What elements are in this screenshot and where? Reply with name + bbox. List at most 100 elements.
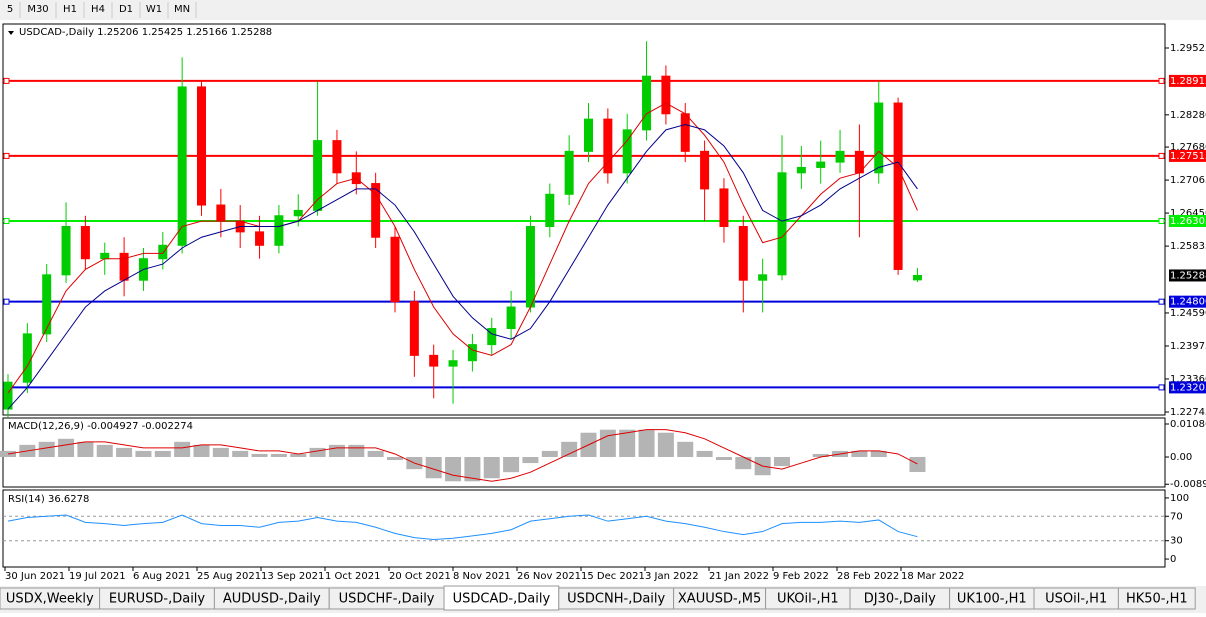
macd-bar	[812, 453, 829, 458]
tab-label[interactable]: DJ30-,Daily	[864, 592, 936, 607]
candle-body	[525, 226, 535, 308]
moving-average-slow	[7, 123, 918, 410]
quote-close: 1.25288	[231, 27, 272, 38]
tab-label[interactable]: USDCNH-,Daily	[567, 592, 665, 607]
dropdown-icon	[8, 31, 14, 35]
candle-body	[622, 129, 632, 174]
macd-bar	[851, 450, 868, 458]
x-tick-label: 28 Feb 2022	[837, 571, 899, 582]
tab-label[interactable]: UKOil-,H1	[777, 592, 839, 607]
macd-bar	[735, 457, 752, 470]
candle-body	[719, 188, 729, 228]
level-handle	[3, 77, 10, 84]
macd-bar	[232, 450, 249, 458]
timeframe-button[interactable]: H1	[63, 4, 77, 15]
macd-bar	[328, 444, 345, 458]
x-tick-label: 1 Oct 2021	[325, 571, 380, 582]
level-label-box	[1169, 149, 1206, 162]
x-tick-label: 13 Sep 2021	[261, 571, 324, 582]
candle-body	[738, 226, 748, 281]
candle-body	[3, 381, 13, 410]
x-tick-label: 6 Aug 2021	[133, 571, 191, 582]
tab-label[interactable]: HK50-,H1	[1126, 592, 1188, 607]
macd-bar	[909, 457, 926, 472]
y-tick-label: 100	[1170, 493, 1189, 504]
tab-label[interactable]: XAUUSD-,M5	[678, 592, 761, 607]
tab-label[interactable]: EURUSD-,Daily	[109, 592, 206, 607]
tab-label[interactable]: AUDUSD-,Daily	[223, 592, 321, 607]
candle-body	[429, 354, 439, 367]
y-tick-label: 1.28280	[1170, 110, 1206, 121]
macd-bar	[541, 450, 558, 458]
y-tick-label: 1.27065	[1170, 175, 1206, 186]
macd-bar	[367, 450, 384, 458]
tab-label[interactable]: USDCHF-,Daily	[339, 592, 435, 607]
timeframe-button[interactable]: D1	[119, 4, 133, 15]
macd-name: MACD(12,26,9)	[8, 421, 84, 432]
candle-body	[448, 360, 458, 367]
timeframe-button[interactable]: M30	[27, 4, 48, 15]
macd-bar	[154, 450, 171, 458]
y-tick-label: 1.22745	[1170, 407, 1206, 418]
timeframe-button[interactable]: 5	[7, 4, 13, 15]
quote-high: 1.25425	[142, 27, 183, 38]
candle-body	[603, 118, 613, 174]
tab-label[interactable]: UK100-,H1	[957, 592, 1027, 607]
candle-body	[758, 274, 768, 281]
macd-bar	[348, 444, 365, 458]
y-tick-label: 0.00	[1170, 452, 1192, 463]
candle-body	[158, 244, 168, 260]
candle-body	[816, 161, 826, 168]
macd-bar	[425, 457, 442, 479]
rsi-value: 36.6278	[48, 494, 89, 505]
x-tick-label: 9 Feb 2022	[773, 571, 829, 582]
x-tick-label: 25 Aug 2021	[197, 571, 261, 582]
macd-bar	[77, 441, 94, 458]
rsi-name: RSI(14)	[8, 494, 45, 505]
moving-average-fast	[7, 102, 918, 394]
level-label-box	[1169, 74, 1206, 87]
timeframe-button[interactable]: W1	[146, 4, 162, 15]
candle-body	[661, 75, 671, 115]
candle-body	[274, 215, 284, 246]
timeframe-button[interactable]: H4	[91, 4, 105, 15]
timeframe-button[interactable]: MN	[174, 4, 190, 15]
rsi-title: RSI(14) 36.6278	[8, 494, 89, 505]
macd-bar	[657, 432, 674, 458]
macd-bar	[290, 453, 307, 458]
rsi-line	[7, 514, 918, 541]
macd-value: -0.004927	[87, 421, 138, 432]
macd-signal-value: -0.002274	[142, 421, 193, 432]
candle-body	[700, 150, 710, 190]
level-handle	[3, 217, 10, 224]
candle-body	[100, 252, 110, 260]
y-tick-label: 1.24590	[1170, 308, 1206, 319]
tab-label[interactable]: USDX,Weekly	[6, 592, 94, 607]
symbol: USDCAD-,Daily	[19, 27, 94, 38]
macd-title: MACD(12,26,9) -0.004927 -0.002274	[8, 421, 193, 432]
macd-bar	[870, 450, 887, 458]
macd-bar	[696, 450, 713, 458]
tab[interactable]	[1117, 587, 1196, 610]
tab-label[interactable]: USOil-,H1	[1045, 592, 1107, 607]
candle-body	[409, 301, 419, 356]
macd-bar	[677, 441, 694, 458]
level-label-box	[1169, 295, 1206, 308]
candle-body	[22, 333, 32, 383]
candle-body	[545, 193, 555, 228]
y-tick-label: 1.26450	[1170, 208, 1206, 219]
level-label-box	[1169, 214, 1206, 227]
candle-body	[80, 226, 90, 260]
macd-signal	[7, 429, 918, 482]
level-label: 1.23203	[1170, 382, 1206, 393]
tab[interactable]	[443, 585, 560, 611]
x-tick-label: 21 Jan 2022	[709, 571, 769, 582]
tab-label[interactable]: USDCAD-,Daily	[453, 592, 551, 607]
candle-body	[564, 150, 574, 195]
current-price: 1.25288	[1170, 270, 1206, 281]
x-tick-label: 15 Dec 2021	[581, 571, 645, 582]
x-tick-label: 19 Jul 2021	[69, 571, 126, 582]
quote-low: 1.25166	[186, 27, 227, 38]
macd-bar	[270, 453, 287, 458]
